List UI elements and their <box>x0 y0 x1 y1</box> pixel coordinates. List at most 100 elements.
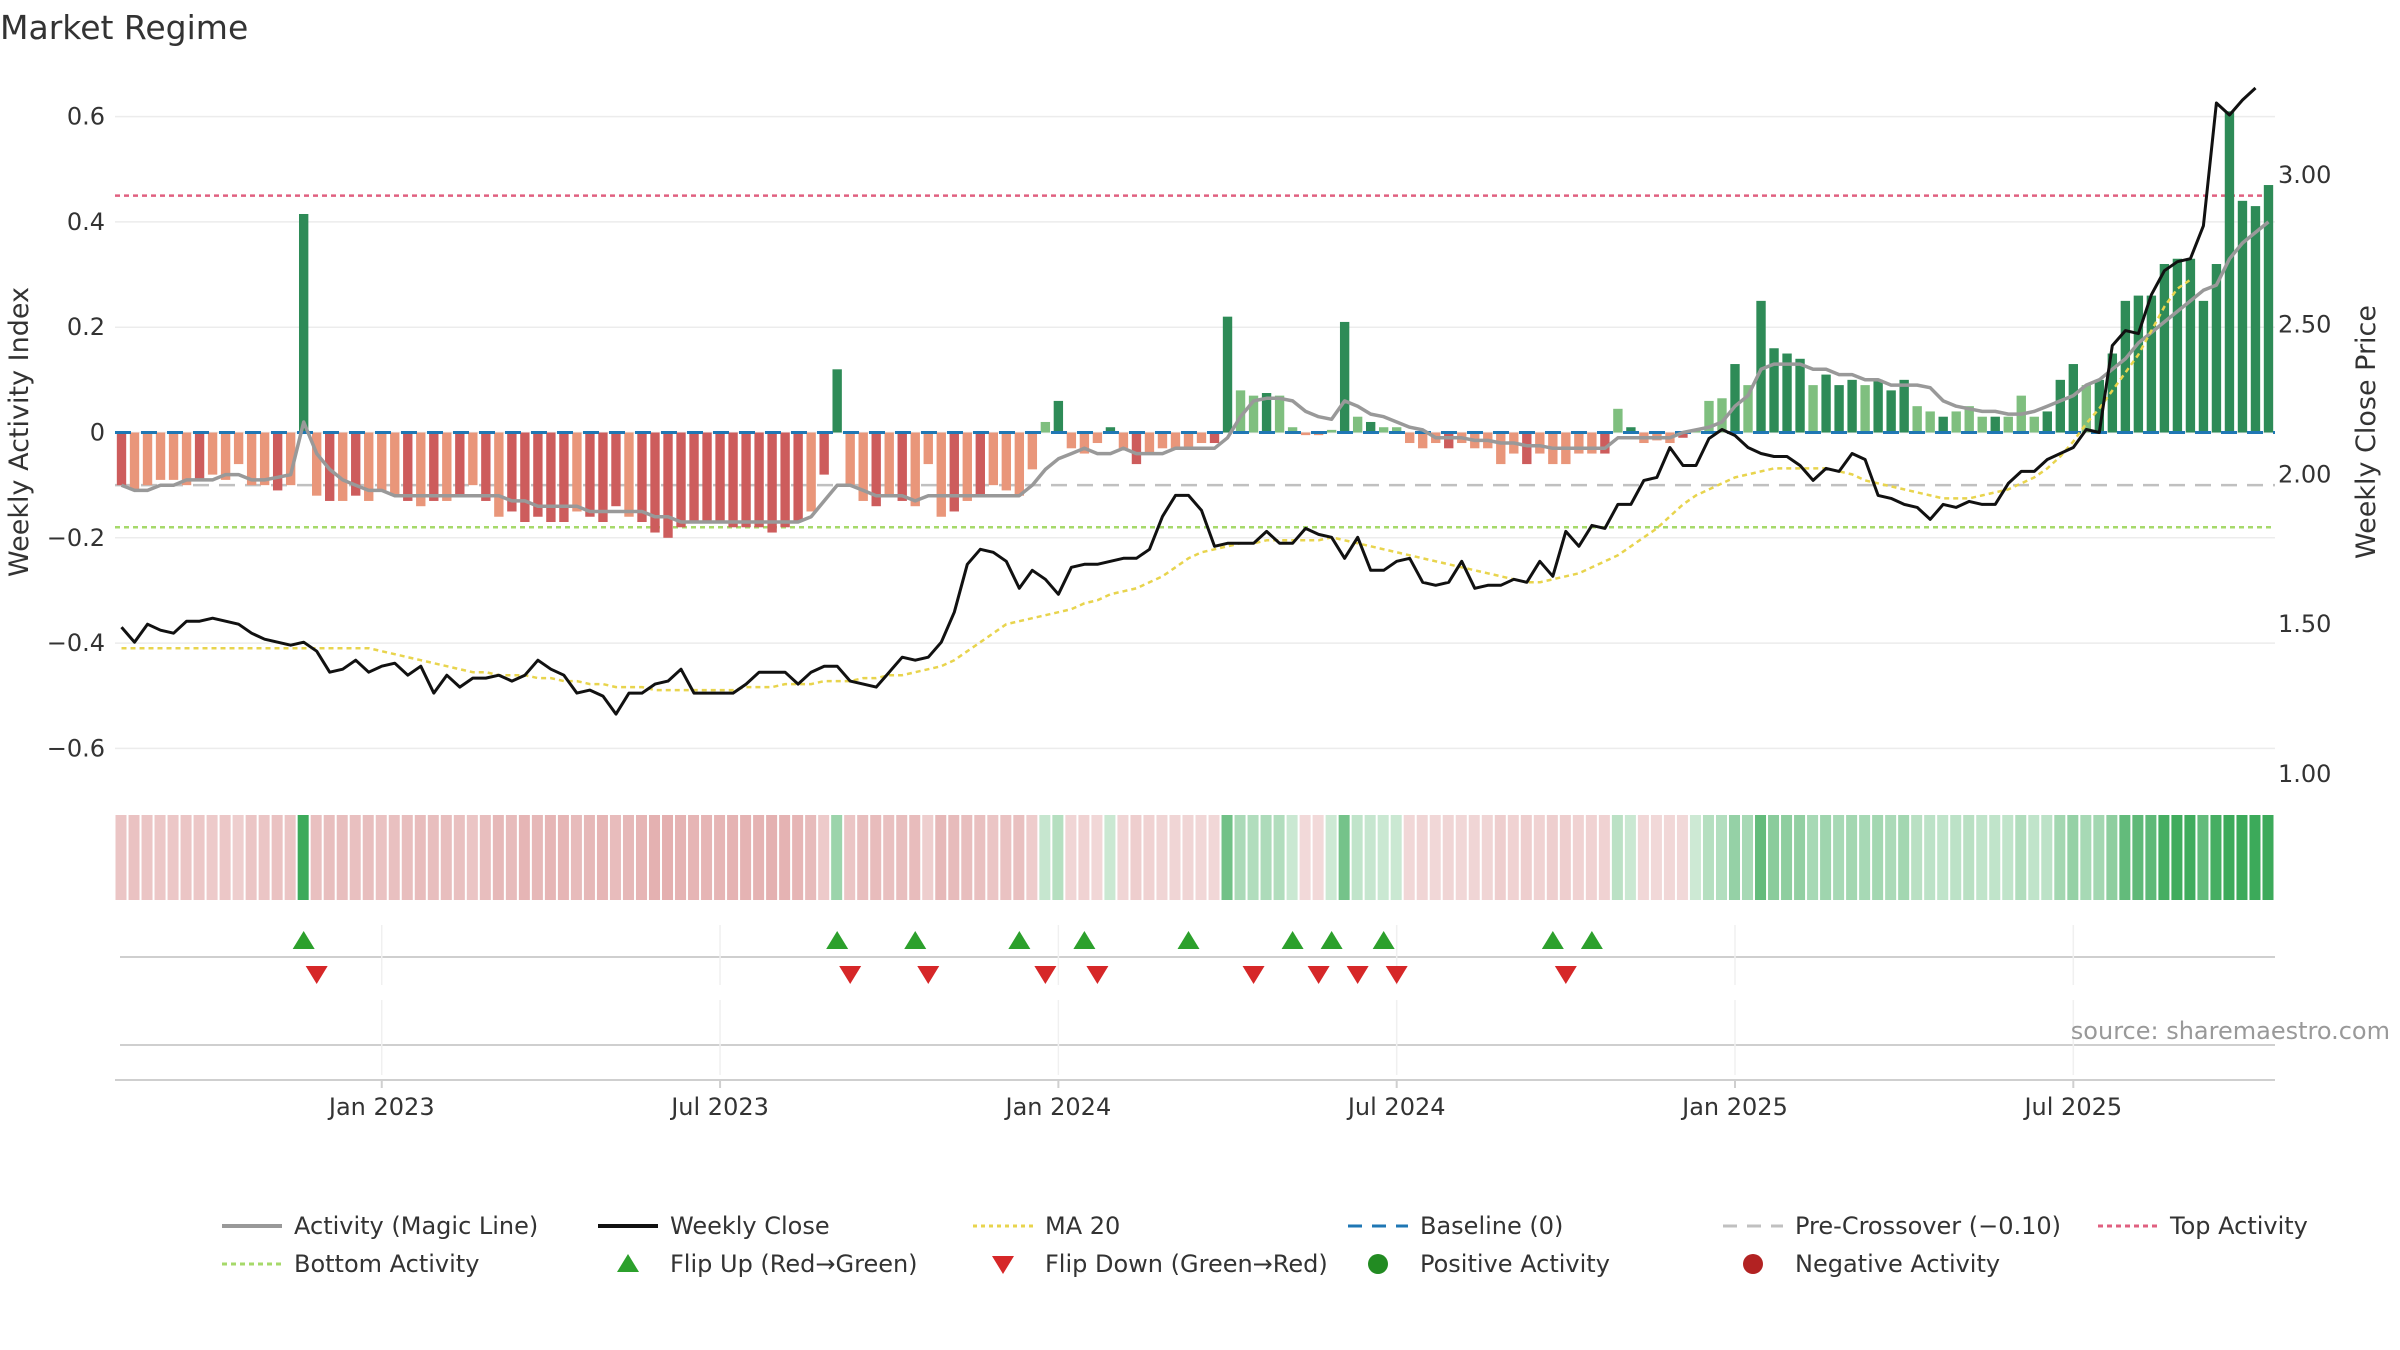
activity-bar <box>1834 385 1844 433</box>
regime-strip-cell <box>310 815 322 900</box>
regime-strip-cell <box>1000 815 1012 900</box>
regime-strip-cell <box>1039 815 1051 900</box>
x-tick-label: Jan 2025 <box>1680 1093 1788 1121</box>
y-tick-label-right: 2.50 <box>2278 311 2331 339</box>
regime-strip-cell <box>492 815 504 900</box>
regime-strip-cell <box>935 815 947 900</box>
regime-strip-cell <box>388 815 400 900</box>
source-credit: source: sharemaestro.com <box>2070 1017 2390 1045</box>
activity-bar <box>1860 385 1870 433</box>
regime-strip-cell <box>128 815 140 900</box>
flip-down-marker <box>1385 966 1408 984</box>
regime-strip-cell <box>701 815 713 900</box>
regime-strip-cell <box>1247 815 1259 900</box>
y-tick-label-left: −0.4 <box>47 629 105 657</box>
activity-bar <box>1951 411 1961 433</box>
regime-strip-cell <box>193 815 205 900</box>
activity-bar <box>129 432 140 491</box>
activity-bar <box>520 432 530 523</box>
activity-bar <box>1365 421 1376 433</box>
flip-up-marker <box>826 931 849 949</box>
x-tick-label: Jan 2023 <box>327 1093 435 1121</box>
activity-bar <box>832 369 842 433</box>
activity-bar <box>1678 432 1688 438</box>
flip-down-marker <box>1554 966 1577 984</box>
activity-bar <box>1300 432 1311 436</box>
regime-strip-cell <box>1078 815 1090 900</box>
activity-bar <box>468 432 478 486</box>
regime-strip-cell <box>1338 815 1350 900</box>
activity-bar <box>272 432 283 491</box>
activity-bar <box>806 432 816 512</box>
activity-bar <box>1326 429 1337 433</box>
activity-bar <box>1925 411 1935 433</box>
regime-strip-cell <box>596 815 608 900</box>
regime-strip-cell <box>1026 815 1038 900</box>
regime-strip-cell <box>258 815 270 900</box>
activity-bar <box>819 432 829 475</box>
regime-strip-cell <box>1429 815 1441 900</box>
regime-strip-cell <box>1637 815 1649 900</box>
activity-bar <box>1392 427 1402 433</box>
regime-strip-cell <box>414 815 426 900</box>
regime-strip-cell <box>1208 815 1220 900</box>
activity-bar <box>338 432 348 501</box>
activity-bar <box>2042 411 2052 433</box>
activity-bar <box>767 432 777 533</box>
y-tick-label-left: 0.6 <box>67 103 105 131</box>
y-axis-label-left: Weekly Activity Index <box>4 287 35 577</box>
activity-bar <box>1522 432 1532 465</box>
regime-strip-cell <box>2119 815 2131 900</box>
flip-up-marker <box>1177 931 1200 949</box>
regime-strip-cell <box>1403 815 1415 900</box>
flip-up-marker <box>1541 931 1564 949</box>
regime-strip-cell <box>1781 815 1793 900</box>
activity-bar <box>1066 432 1077 449</box>
activity-bar <box>780 432 790 528</box>
regime-strip-cell <box>1130 815 1142 900</box>
regime-strip-cell <box>1572 815 1584 900</box>
activity-bar <box>455 432 465 496</box>
activity-bar <box>259 432 270 486</box>
activity-bar <box>715 432 725 523</box>
flip-up-marker <box>1320 931 1343 949</box>
regime-strip-cell <box>1755 815 1767 900</box>
regime-strip-cell <box>1859 815 1871 900</box>
x-tick-label: Jul 2024 <box>1346 1093 1446 1121</box>
regime-strip-cell <box>792 815 804 900</box>
x-tick-label: Jan 2024 <box>1004 1093 1112 1121</box>
flip-up-marker <box>1281 931 1304 949</box>
regime-strip-cell <box>2145 815 2157 900</box>
activity-bar <box>116 432 127 486</box>
regime-strip-cell <box>557 815 569 900</box>
regime-strip-cell <box>2236 815 2248 900</box>
activity-bar <box>1235 390 1246 433</box>
activity-bar <box>1352 416 1363 433</box>
activity-bar <box>1964 406 1974 433</box>
regime-strip-cell <box>1182 815 1194 900</box>
regime-strip-cell <box>635 815 647 900</box>
regime-strip-cell <box>1676 815 1688 900</box>
regime-strip-cell <box>2184 815 2196 900</box>
regime-strip-cell <box>1169 815 1181 900</box>
activity-bar <box>1730 364 1740 433</box>
regime-strip-cell <box>2002 815 2014 900</box>
regime-strip-cell <box>1689 815 1701 900</box>
regime-strip-cell <box>505 815 517 900</box>
activity-bar <box>1287 427 1298 433</box>
activity-bar <box>1405 432 1415 444</box>
activity-bar <box>142 432 153 486</box>
regime-strip-cell <box>883 815 895 900</box>
regime-strip-cell <box>1364 815 1376 900</box>
activity-bar <box>233 432 244 465</box>
regime-strip-cell <box>1937 815 1949 900</box>
regime-strip-cell <box>1442 815 1454 900</box>
y-tick-label-left: 0.2 <box>67 313 105 341</box>
regime-strip-cell <box>1950 815 1962 900</box>
flip-down-marker <box>1242 966 1265 984</box>
regime-strip-cell <box>1833 815 1845 900</box>
regime-strip-cell <box>766 815 778 900</box>
regime-strip-cell <box>1468 815 1480 900</box>
activity-bar <box>481 432 491 501</box>
regime-strip-cell <box>1195 815 1207 900</box>
